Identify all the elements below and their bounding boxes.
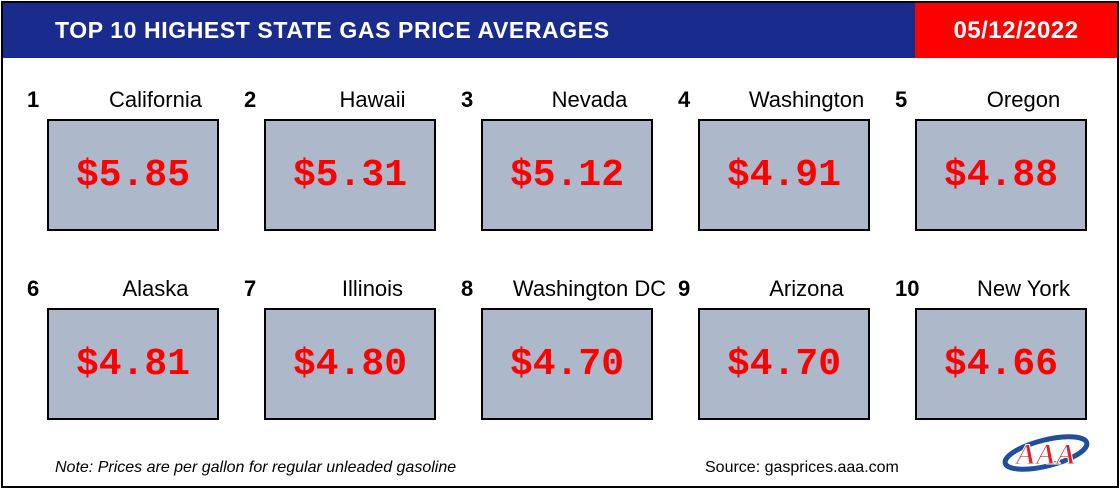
logo-text: AAA bbox=[1014, 438, 1076, 471]
rank-number: 2 bbox=[244, 87, 257, 112]
gas-price: $5.12 bbox=[509, 153, 625, 197]
state-name: Washington bbox=[748, 87, 865, 112]
rank-number: 9 bbox=[678, 276, 691, 301]
rank-number: 4 bbox=[678, 87, 691, 112]
price-box: $4.81 bbox=[47, 308, 219, 420]
gas-price: $4.70 bbox=[509, 342, 625, 386]
price-card: 9 Arizona $4.70 bbox=[678, 276, 895, 436]
price-box: $5.31 bbox=[264, 119, 436, 231]
price-card: 10 New York $4.66 bbox=[895, 276, 1112, 436]
rank-number: 10 bbox=[895, 276, 920, 301]
rank-number: 5 bbox=[895, 87, 908, 112]
gas-price: $4.80 bbox=[292, 342, 408, 386]
state-name: Nevada bbox=[551, 87, 628, 112]
price-box: $4.70 bbox=[698, 308, 870, 420]
page-title: TOP 10 HIGHEST STATE GAS PRICE AVERAGES bbox=[55, 17, 610, 43]
price-box: $4.91 bbox=[698, 119, 870, 231]
rank-number: 8 bbox=[461, 276, 474, 301]
state-name: Alaska bbox=[122, 276, 189, 301]
rank-number: 6 bbox=[27, 276, 40, 301]
state-name: Hawaii bbox=[339, 87, 406, 112]
price-box: $4.88 bbox=[915, 119, 1087, 231]
title-banner: TOP 10 HIGHEST STATE GAS PRICE AVERAGES bbox=[3, 3, 915, 58]
price-box: $4.80 bbox=[264, 308, 436, 420]
state-name: New York bbox=[977, 276, 1070, 301]
price-card: 8 Washington DC $4.70 bbox=[461, 276, 678, 436]
price-card: 4 Washington $4.91 bbox=[678, 87, 895, 247]
price-card: 6 Alaska $4.81 bbox=[27, 276, 244, 436]
price-box: $5.12 bbox=[481, 119, 653, 231]
state-name: Washington DC bbox=[512, 276, 667, 301]
gas-price: $4.70 bbox=[726, 342, 842, 386]
date-badge: 05/12/2022 bbox=[915, 3, 1117, 58]
source-credit: Source: gasprices.aaa.com bbox=[705, 459, 899, 476]
price-card: 5 Oregon $4.88 bbox=[895, 87, 1112, 247]
price-card: 3 Nevada $5.12 bbox=[461, 87, 678, 247]
price-box: $4.66 bbox=[915, 308, 1087, 420]
aaa-logo-icon: AAA bbox=[1002, 434, 1090, 472]
price-card: 7 Illinois $4.80 bbox=[244, 276, 461, 436]
state-name: Illinois bbox=[341, 276, 404, 301]
price-box: $5.85 bbox=[47, 119, 219, 231]
price-card: 2 Hawaii $5.31 bbox=[244, 87, 461, 247]
rank-number: 7 bbox=[244, 276, 257, 301]
gas-price: $4.88 bbox=[943, 153, 1059, 197]
state-name: Oregon bbox=[986, 87, 1061, 112]
gas-price: $5.31 bbox=[292, 153, 408, 197]
price-box: $4.70 bbox=[481, 308, 653, 420]
gas-price: $4.91 bbox=[726, 153, 842, 197]
rank-number: 3 bbox=[461, 87, 474, 112]
state-name: California bbox=[109, 87, 202, 112]
footnote: Note: Prices are per gallon for regular … bbox=[55, 459, 457, 476]
gas-price: $4.81 bbox=[75, 342, 191, 386]
rank-number: 1 bbox=[27, 87, 40, 112]
gas-price: $5.85 bbox=[75, 153, 191, 197]
price-card: 1 California $5.85 bbox=[27, 87, 244, 247]
state-name: Arizona bbox=[769, 276, 844, 301]
gas-price: $4.66 bbox=[943, 342, 1059, 386]
